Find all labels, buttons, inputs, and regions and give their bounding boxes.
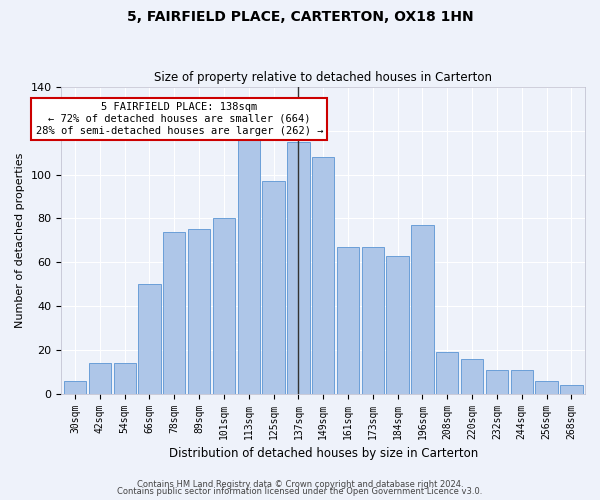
Bar [461, 358, 483, 394]
Bar [262, 181, 285, 394]
Bar [213, 218, 235, 394]
Bar [89, 363, 111, 394]
Bar [312, 157, 334, 394]
Bar [64, 380, 86, 394]
Y-axis label: Number of detached properties: Number of detached properties [15, 152, 25, 328]
Text: Contains HM Land Registry data © Crown copyright and database right 2024.: Contains HM Land Registry data © Crown c… [137, 480, 463, 489]
Text: Contains public sector information licensed under the Open Government Licence v3: Contains public sector information licen… [118, 488, 482, 496]
Bar [139, 284, 161, 394]
Bar [486, 370, 508, 394]
Bar [436, 352, 458, 394]
Bar [163, 232, 185, 394]
Text: 5 FAIRFIELD PLACE: 138sqm
← 72% of detached houses are smaller (664)
28% of semi: 5 FAIRFIELD PLACE: 138sqm ← 72% of detac… [35, 102, 323, 136]
Bar [362, 247, 384, 394]
Text: 5, FAIRFIELD PLACE, CARTERTON, OX18 1HN: 5, FAIRFIELD PLACE, CARTERTON, OX18 1HN [127, 10, 473, 24]
Bar [411, 225, 434, 394]
Title: Size of property relative to detached houses in Carterton: Size of property relative to detached ho… [154, 72, 492, 85]
Bar [287, 142, 310, 394]
Bar [337, 247, 359, 394]
Bar [113, 363, 136, 394]
Bar [511, 370, 533, 394]
Bar [535, 380, 558, 394]
Bar [560, 385, 583, 394]
X-axis label: Distribution of detached houses by size in Carterton: Distribution of detached houses by size … [169, 447, 478, 460]
Bar [386, 256, 409, 394]
Bar [238, 135, 260, 394]
Bar [188, 230, 210, 394]
